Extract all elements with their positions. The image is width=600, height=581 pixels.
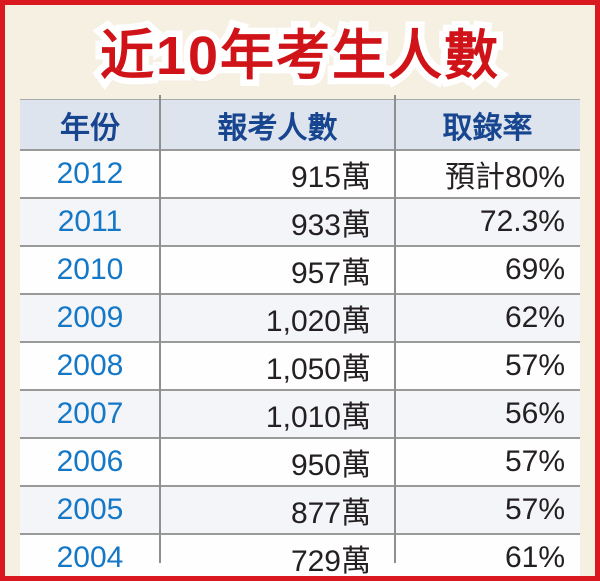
year-cell: 2008 xyxy=(56,349,124,382)
applicants-cell: 1,020萬 xyxy=(265,305,371,338)
column-divider-2 xyxy=(394,95,396,563)
table-row: 2007 1,010萬 56% xyxy=(20,390,580,438)
applicants-cell: 729萬 xyxy=(290,545,371,578)
table-row: 2005 877萬 57% xyxy=(20,486,580,534)
applicants-cell: 950萬 xyxy=(290,449,371,482)
applicants-cell: 957萬 xyxy=(290,257,371,290)
column-divider-1 xyxy=(159,95,161,563)
table-row: 2012 915萬 預計80% xyxy=(20,150,580,198)
year-cell: 2006 xyxy=(56,445,124,478)
admission-rate-cell: 預計80% xyxy=(444,161,565,194)
admission-rate-cell: 56% xyxy=(504,397,565,430)
admission-rate-cell: 57% xyxy=(504,493,565,526)
year-cell: 2010 xyxy=(56,253,124,286)
table-row: 2008 1,050萬 57% xyxy=(20,342,580,390)
table-row: 2006 950萬 57% xyxy=(20,438,580,486)
table-header: 年份 報考人數 取錄率 xyxy=(20,99,580,150)
page-title-outline: 近10年考生人數 xyxy=(93,20,504,93)
admission-rate-cell: 62% xyxy=(504,301,565,334)
year-cell: 2009 xyxy=(56,301,124,334)
applicants-cell: 1,050萬 xyxy=(265,353,371,386)
header-year: 年份 xyxy=(20,99,160,150)
year-cell: 2011 xyxy=(57,205,123,238)
year-cell: 2007 xyxy=(56,397,124,430)
admission-rate-cell: 72.3% xyxy=(479,205,565,238)
applicants-cell: 877萬 xyxy=(290,497,371,530)
page-title: 近10年考生人數 近10年考生人數 xyxy=(5,18,595,94)
applicants-cell: 933萬 xyxy=(290,209,371,242)
admission-rate-cell: 69% xyxy=(504,253,565,286)
table-row: 2010 957萬 69% xyxy=(20,246,580,294)
table-row: 2011 933萬 72.3% xyxy=(20,198,580,246)
candidates-table: 年份 報考人數 取錄率 2012 915萬 預計80% 2011 933萬 72… xyxy=(20,99,580,578)
page-title-text: 近10年考生人數 xyxy=(99,26,501,86)
admission-rate-cell: 61% xyxy=(504,541,565,574)
applicants-cell: 915萬 xyxy=(290,161,371,194)
year-cell: 2004 xyxy=(56,541,124,574)
table-row: 2009 1,020萬 62% xyxy=(20,294,580,342)
table-body: 2012 915萬 預計80% 2011 933萬 72.3% 2010 957… xyxy=(20,150,580,578)
header-row: 年份 報考人數 取錄率 xyxy=(20,99,580,150)
header-applicants: 報考人數 xyxy=(160,99,395,150)
table-row: 2004 729萬 61% xyxy=(20,534,580,578)
year-cell: 2005 xyxy=(56,493,124,526)
header-admission-rate: 取錄率 xyxy=(395,99,580,150)
applicants-cell: 1,010萬 xyxy=(265,401,371,434)
admission-rate-cell: 57% xyxy=(504,445,565,478)
year-cell: 2012 xyxy=(56,157,124,190)
admission-rate-cell: 57% xyxy=(504,349,565,382)
